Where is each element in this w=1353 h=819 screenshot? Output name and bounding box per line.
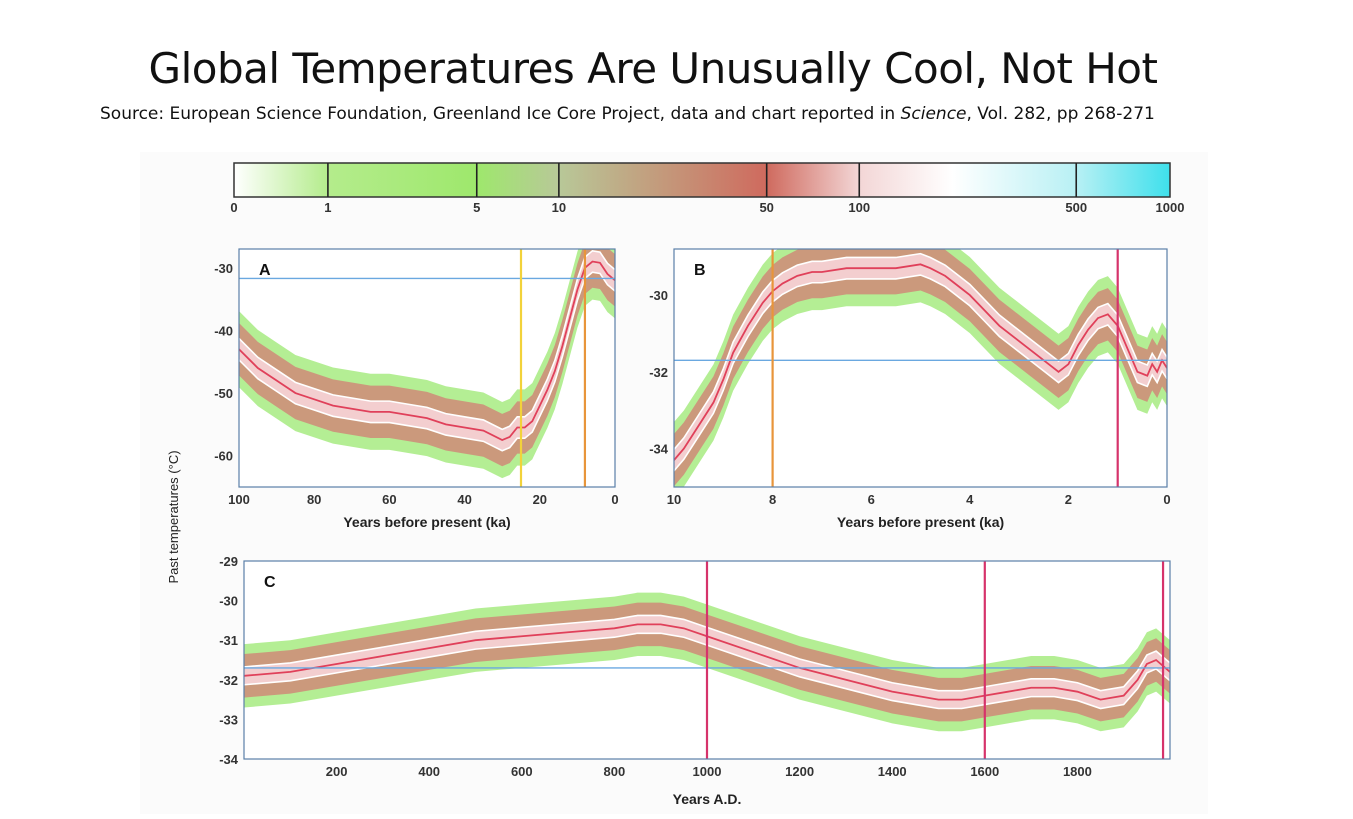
panel-b-xtick-2: 2	[1065, 492, 1072, 507]
colorbar-tick-5: 5	[473, 200, 480, 215]
panel-a-xtick-20: 20	[533, 492, 547, 507]
panel-a-frame	[238, 248, 616, 488]
source-prefix: Source: European Science Foundation, Gre…	[100, 104, 901, 124]
panel-b-plot-group	[674, 249, 1167, 487]
y-axis-label: Past temperatures (°C)	[166, 450, 181, 583]
panel-b-xtick-8: 8	[769, 492, 776, 507]
colorbar	[233, 162, 1171, 198]
colorbar-tick-1000: 1000	[1156, 200, 1185, 215]
colorbar-tick-1: 1	[324, 200, 331, 215]
panel-c-xtick-200: 200	[326, 764, 348, 779]
panel-b-xlabel: Years before present (ka)	[837, 514, 1004, 530]
panel-c-xtick-1400: 1400	[878, 764, 907, 779]
panel-c-ytick-m29: -29	[219, 554, 238, 569]
panel-c-xtick-400: 400	[418, 764, 440, 779]
panel-c-mean-line	[244, 623, 1170, 701]
panel-c-envelope-core	[244, 615, 1170, 709]
panel-c-ytick-m32: -32	[219, 673, 238, 688]
panel-a-xlabel: Years before present (ka)	[343, 514, 510, 530]
colorbar-tick-10: 10	[552, 200, 566, 215]
figure-panel: 0 1 5 10 50 100 500 1000 A 100 80 60 40 20 0 -30 -40 -50-…	[140, 152, 1208, 814]
panel-b-letter: B	[694, 262, 706, 279]
panel-a-xtick-60: 60	[382, 492, 396, 507]
panel-a-xtick-100: 100	[228, 492, 250, 507]
panel-a-ytick-m60: -60	[214, 449, 233, 464]
panel-c-frame	[243, 560, 1171, 760]
panel-c-letter: C	[264, 574, 276, 591]
panel-a-plot-group	[239, 249, 615, 487]
panel-c-plot-group	[244, 561, 1170, 759]
panel-c-ytick-m33: -33	[219, 712, 238, 727]
panel-c-band-lower	[244, 632, 1170, 710]
panel-b-xtick-0: 0	[1163, 492, 1170, 507]
panel-c-xtick-600: 600	[511, 764, 533, 779]
panel-b-xtick-4: 4	[966, 492, 974, 507]
panel-a-ytick-m30: -30	[214, 261, 233, 276]
panel-a-xtick-80: 80	[307, 492, 321, 507]
colorbar-tick-500: 500	[1065, 200, 1087, 215]
panel-b-band-lower	[674, 274, 1167, 472]
panel-b-frame	[673, 248, 1168, 488]
panel-b-ytick-m32: -32	[649, 365, 668, 380]
panel-a-xtick-0: 0	[611, 492, 618, 507]
panel-a-band-lower	[239, 271, 615, 452]
panel-b-mean-line	[674, 263, 1167, 461]
panel-c-xtick-1600: 1600	[970, 764, 999, 779]
panel-c-band-upper	[244, 614, 1170, 692]
source-journal: Science	[900, 104, 967, 124]
panel-a-envelope-core	[239, 250, 615, 451]
page-title: Global Temperatures Are Unusually Cool, …	[148, 44, 1158, 93]
panel-c-xtick-1800: 1800	[1063, 764, 1092, 779]
panel-b-band-upper	[674, 252, 1167, 450]
panel-b-ytick-m34: -34	[649, 442, 669, 457]
panel-c-ytick-m34: -34	[219, 752, 239, 767]
colorbar-tick-50: 50	[759, 200, 773, 215]
colorbar-tick-0: 0	[230, 200, 237, 215]
panel-a-ytick-m40: -40	[214, 323, 233, 338]
panel-b-ytick-m30: -30	[649, 288, 668, 303]
source-suffix: , Vol. 282, pp 268-271	[966, 104, 1155, 124]
panel-a-ytick-m50: -50	[214, 386, 233, 401]
panel-c-xtick-1000: 1000	[693, 764, 722, 779]
panel-b-envelope-outer	[674, 249, 1167, 487]
panel-b-xtick-6: 6	[868, 492, 875, 507]
panel-c-ytick-m31: -31	[219, 633, 238, 648]
panel-a-mean-line	[239, 260, 615, 442]
panel-c-xlabel: Years A.D.	[673, 791, 742, 807]
panel-a-band-upper	[239, 249, 615, 431]
colorbar-tick-100: 100	[848, 200, 870, 215]
panel-a-letter: A	[259, 262, 271, 279]
panel-c-xtick-800: 800	[604, 764, 626, 779]
panel-c-xtick-1200: 1200	[785, 764, 814, 779]
panel-b-xtick-10: 10	[667, 492, 681, 507]
panel-c-ytick-m30: -30	[219, 594, 238, 609]
source-line: Source: European Science Foundation, Gre…	[100, 104, 1155, 124]
panel-a-xtick-40: 40	[457, 492, 471, 507]
